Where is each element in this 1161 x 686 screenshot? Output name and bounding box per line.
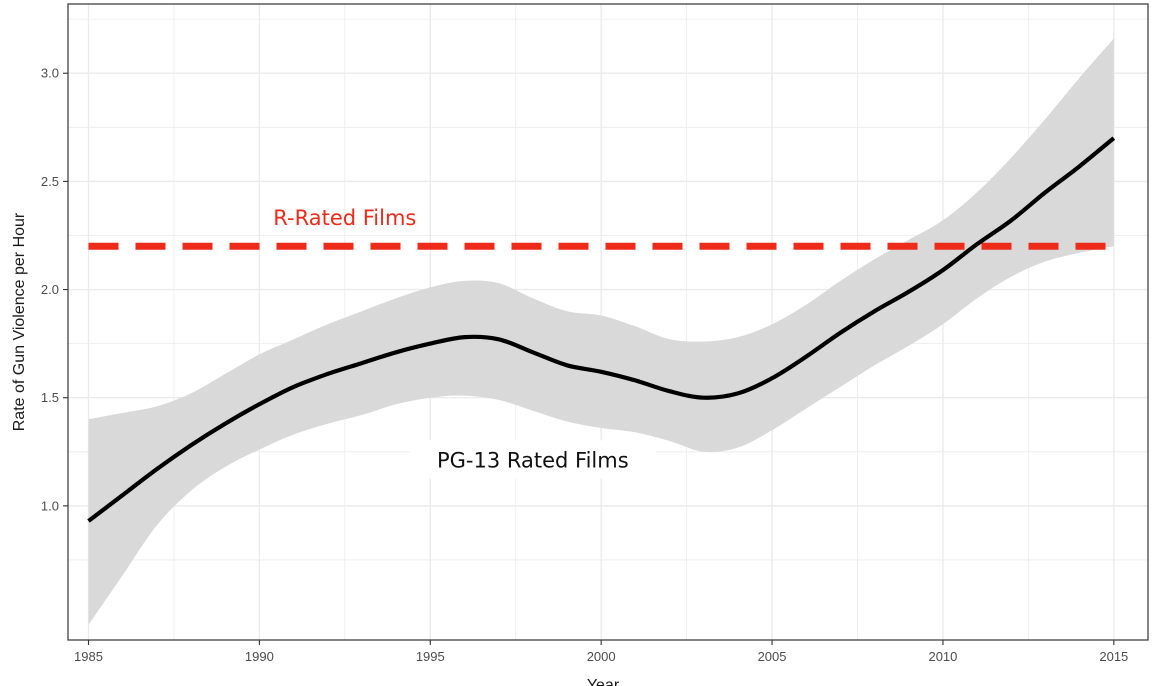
pg13-annotation: PG-13 Rated Films [437,448,629,472]
plot-panel-border [67,3,1149,641]
y-tick-label: 2.0 [41,282,59,297]
r-rated-annotation: R-Rated Films [273,206,416,230]
y-tick-label: 2.5 [41,174,59,189]
y-tick-label: 1.0 [41,498,59,513]
y-axis-title: Rate of Gun Violence per Hour [11,212,28,431]
smooth-line-layer [87,136,1116,523]
x-tick-label: 2010 [928,649,957,664]
tick-labels: 1985 1990 1995 2000 2005 2010 2015 1.0 1.5 2.0 2.5… [41,66,1128,664]
x-tick-label: 1985 [74,649,103,664]
x-tick-label: 1990 [245,649,274,664]
x-tick-label: 1995 [416,649,445,664]
x-axis-title: Year [587,677,620,686]
x-tick-label: 2015 [1099,649,1128,664]
smooth-trend-line [87,136,1116,523]
x-tick-label: 2000 [587,649,616,664]
x-tick-label: 2005 [758,649,787,664]
y-tick-label: 1.5 [41,390,59,405]
tick-marks [63,72,1115,645]
confidence-band [88,38,1114,625]
pg13-annotation-background [409,440,656,479]
y-tick-label: 3.0 [41,66,59,81]
confidence-band-layer [88,38,1114,625]
